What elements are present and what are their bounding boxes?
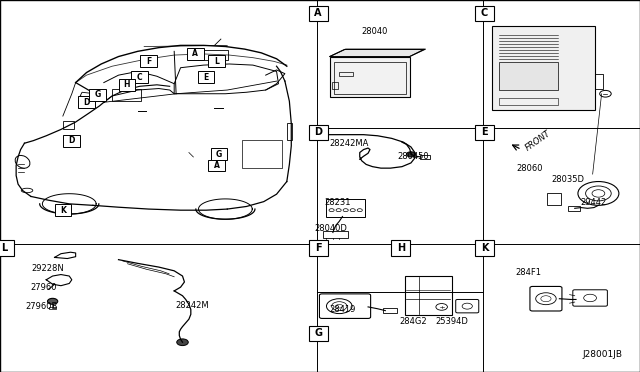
Text: F: F: [315, 243, 321, 253]
Text: K: K: [60, 206, 66, 215]
Bar: [547, 193, 561, 205]
Text: G: G: [314, 328, 322, 338]
Circle shape: [177, 339, 188, 346]
Text: D: D: [68, 136, 75, 145]
Bar: [334, 62, 406, 94]
Text: FRONT: FRONT: [524, 129, 552, 153]
Text: F: F: [146, 57, 151, 66]
Text: 28231: 28231: [324, 198, 351, 207]
Bar: [323, 231, 348, 238]
Bar: [287, 123, 292, 140]
Text: 28242M: 28242M: [175, 301, 209, 310]
Polygon shape: [330, 49, 426, 57]
FancyBboxPatch shape: [391, 240, 410, 256]
Bar: [332, 82, 338, 89]
Bar: [330, 57, 410, 97]
Bar: [49, 307, 56, 309]
Bar: [112, 89, 141, 101]
Text: C: C: [137, 73, 143, 82]
FancyBboxPatch shape: [308, 6, 328, 21]
Text: G: G: [216, 150, 222, 159]
Text: 28242MA: 28242MA: [329, 139, 369, 148]
Text: 28035D: 28035D: [552, 175, 585, 184]
Text: 27960: 27960: [31, 283, 57, 292]
Bar: [383, 308, 397, 313]
FancyBboxPatch shape: [63, 135, 80, 147]
FancyBboxPatch shape: [475, 125, 494, 140]
FancyBboxPatch shape: [208, 160, 225, 171]
Bar: [339, 72, 353, 76]
Bar: [568, 206, 580, 211]
Bar: [326, 199, 365, 217]
Text: E: E: [481, 128, 488, 137]
Text: 28040D: 28040D: [314, 224, 348, 233]
FancyBboxPatch shape: [0, 240, 13, 256]
Bar: [242, 140, 282, 168]
Bar: [420, 155, 430, 159]
FancyBboxPatch shape: [118, 79, 135, 91]
Text: H: H: [397, 243, 404, 253]
Text: K: K: [481, 243, 488, 253]
FancyBboxPatch shape: [475, 240, 494, 256]
Text: L: L: [214, 57, 219, 66]
Text: 284G2: 284G2: [399, 317, 427, 326]
Text: A: A: [193, 49, 198, 58]
FancyBboxPatch shape: [131, 71, 148, 83]
Text: 28040: 28040: [361, 27, 388, 36]
Text: L: L: [1, 243, 7, 253]
Text: D: D: [314, 128, 322, 137]
Text: 27960B: 27960B: [26, 302, 58, 311]
Text: A: A: [314, 9, 322, 18]
FancyBboxPatch shape: [78, 96, 95, 108]
Text: C: C: [481, 9, 488, 18]
FancyBboxPatch shape: [54, 204, 71, 216]
FancyBboxPatch shape: [475, 6, 494, 21]
FancyBboxPatch shape: [140, 55, 157, 67]
Text: D: D: [83, 98, 90, 107]
Bar: [499, 62, 558, 90]
Text: E: E: [204, 73, 209, 82]
Text: 28060: 28060: [516, 164, 543, 173]
Circle shape: [47, 298, 58, 304]
FancyBboxPatch shape: [308, 326, 328, 341]
Bar: [63, 121, 74, 129]
Bar: [499, 98, 558, 105]
Text: 29442: 29442: [581, 198, 607, 207]
Text: 25394D: 25394D: [435, 317, 468, 326]
FancyBboxPatch shape: [198, 71, 214, 83]
Bar: [492, 26, 595, 110]
Text: A: A: [214, 161, 220, 170]
Text: 284F1: 284F1: [515, 268, 541, 277]
FancyBboxPatch shape: [187, 48, 204, 60]
Text: G: G: [94, 90, 100, 99]
Text: H: H: [124, 80, 130, 89]
Text: 28419: 28419: [330, 305, 356, 314]
FancyBboxPatch shape: [211, 148, 227, 160]
FancyBboxPatch shape: [89, 89, 106, 101]
Text: 280450: 280450: [397, 153, 429, 161]
Bar: [204, 50, 228, 60]
FancyBboxPatch shape: [308, 240, 328, 256]
Text: 29228N: 29228N: [32, 264, 65, 273]
Circle shape: [406, 152, 415, 157]
FancyBboxPatch shape: [208, 55, 225, 67]
FancyBboxPatch shape: [308, 125, 328, 140]
Text: J28001JB: J28001JB: [583, 350, 623, 359]
